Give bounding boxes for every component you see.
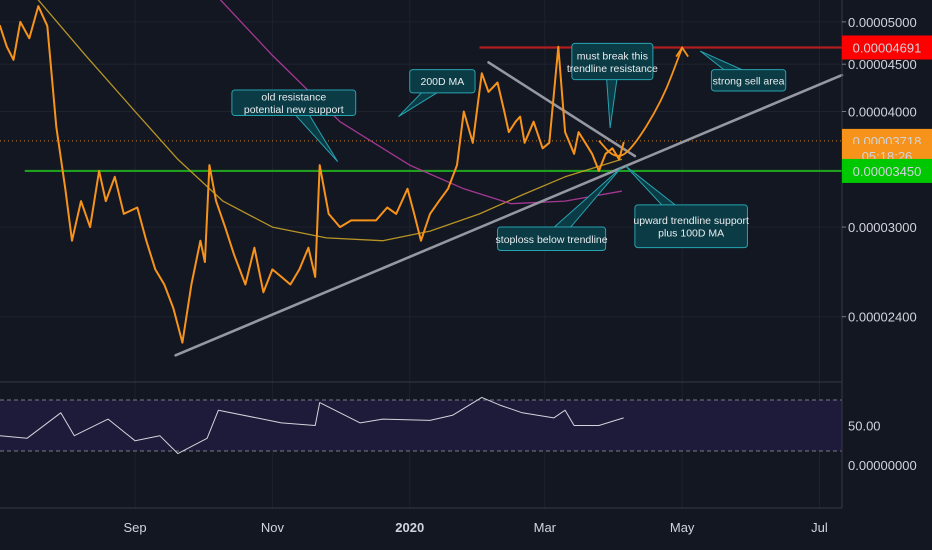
callout-text: 200D MA xyxy=(420,76,464,88)
time-axis-tick-label: Jul xyxy=(811,520,828,535)
callout-text: strong sell area xyxy=(713,75,785,87)
projection-arrowhead xyxy=(675,45,689,58)
price-tag: 0.00003450 xyxy=(842,158,932,183)
callout-text: potential new support xyxy=(244,104,344,116)
rsi-pane xyxy=(0,396,842,455)
callout-strong-sell-area[interactable]: strong sell area xyxy=(699,50,787,92)
price-tag-label: 0.00003450 xyxy=(853,164,922,179)
callout-text: must break this xyxy=(577,50,648,62)
projection-arc-group xyxy=(598,45,689,157)
price-tag-label: 0.00004691 xyxy=(853,41,922,56)
rsi-band xyxy=(0,400,842,451)
rsi-line xyxy=(0,396,624,455)
time-axis-tick-label: Nov xyxy=(261,520,285,535)
time-axis[interactable]: Sep Nov 2020 Mar May Jul xyxy=(124,520,828,535)
callout-box xyxy=(231,89,357,117)
upward-trendline xyxy=(174,73,844,357)
callout-stoploss[interactable]: stoploss below trendline xyxy=(496,167,622,251)
callout-text: old resistance xyxy=(261,92,326,104)
callout-box xyxy=(710,69,787,92)
price-axis-tick-label: 0.00005000 xyxy=(848,15,917,30)
callout-box xyxy=(497,226,607,251)
price-axis-tick-label: 0.00002400 xyxy=(848,310,917,325)
callout-text: trendline resistance xyxy=(567,63,658,75)
price-axis[interactable]: 0.00005000 0.00004500 0.00004000 0.00003000… xyxy=(842,15,917,473)
price-series xyxy=(0,5,625,344)
ma-200d-line xyxy=(219,0,623,205)
price-axis-tick-label: 0.00003000 xyxy=(848,220,917,235)
callout-text: upward trendline support xyxy=(633,215,749,227)
callout-200d-ma[interactable]: 200D MA xyxy=(398,69,476,117)
projection-arc xyxy=(598,47,684,157)
price-line xyxy=(0,5,625,344)
callout-box xyxy=(634,204,748,249)
callout-box xyxy=(409,69,476,94)
trendlines xyxy=(174,61,844,357)
price-axis-tick-label: 0.00004000 xyxy=(848,105,917,120)
callout-box xyxy=(571,42,654,81)
horizontal-levels xyxy=(0,46,842,173)
price-tag-background xyxy=(842,158,932,183)
callout-text: stoploss below trendline xyxy=(496,234,608,246)
price-tag: 0.00004691 xyxy=(842,35,932,60)
price-tag-background xyxy=(842,35,932,60)
rsi-axis-tick-label: 0.00000000 xyxy=(848,458,917,473)
time-axis-tick-label: Sep xyxy=(124,520,147,535)
time-axis-tick-label: Mar xyxy=(534,520,557,535)
callout-text: plus 100D MA xyxy=(658,228,724,240)
moving-averages xyxy=(37,0,623,242)
descending-trendline xyxy=(487,61,637,158)
time-axis-tick-label: 2020 xyxy=(395,520,424,535)
time-axis-tick-label: May xyxy=(670,520,695,535)
rsi-axis-tick-label: 50.00 xyxy=(848,419,881,434)
ma-100d-line xyxy=(37,0,623,242)
price-axis-tick-label: 0.00004500 xyxy=(848,57,917,72)
